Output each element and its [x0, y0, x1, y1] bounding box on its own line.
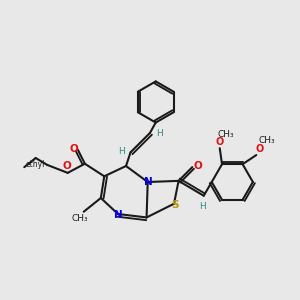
Text: N: N [114, 210, 122, 220]
Text: O: O [216, 137, 224, 148]
Text: O: O [194, 161, 202, 171]
Text: ethyl: ethyl [26, 160, 45, 169]
Text: H: H [118, 147, 125, 156]
Text: H: H [199, 202, 206, 211]
Text: CH₃: CH₃ [217, 130, 234, 139]
Text: S: S [171, 200, 179, 210]
Text: O: O [69, 144, 78, 154]
Text: O: O [256, 144, 264, 154]
Text: O: O [62, 161, 71, 171]
Text: N: N [145, 177, 153, 187]
Text: H: H [156, 130, 163, 139]
Text: CH₃: CH₃ [258, 136, 275, 145]
Text: CH₃: CH₃ [72, 214, 88, 223]
